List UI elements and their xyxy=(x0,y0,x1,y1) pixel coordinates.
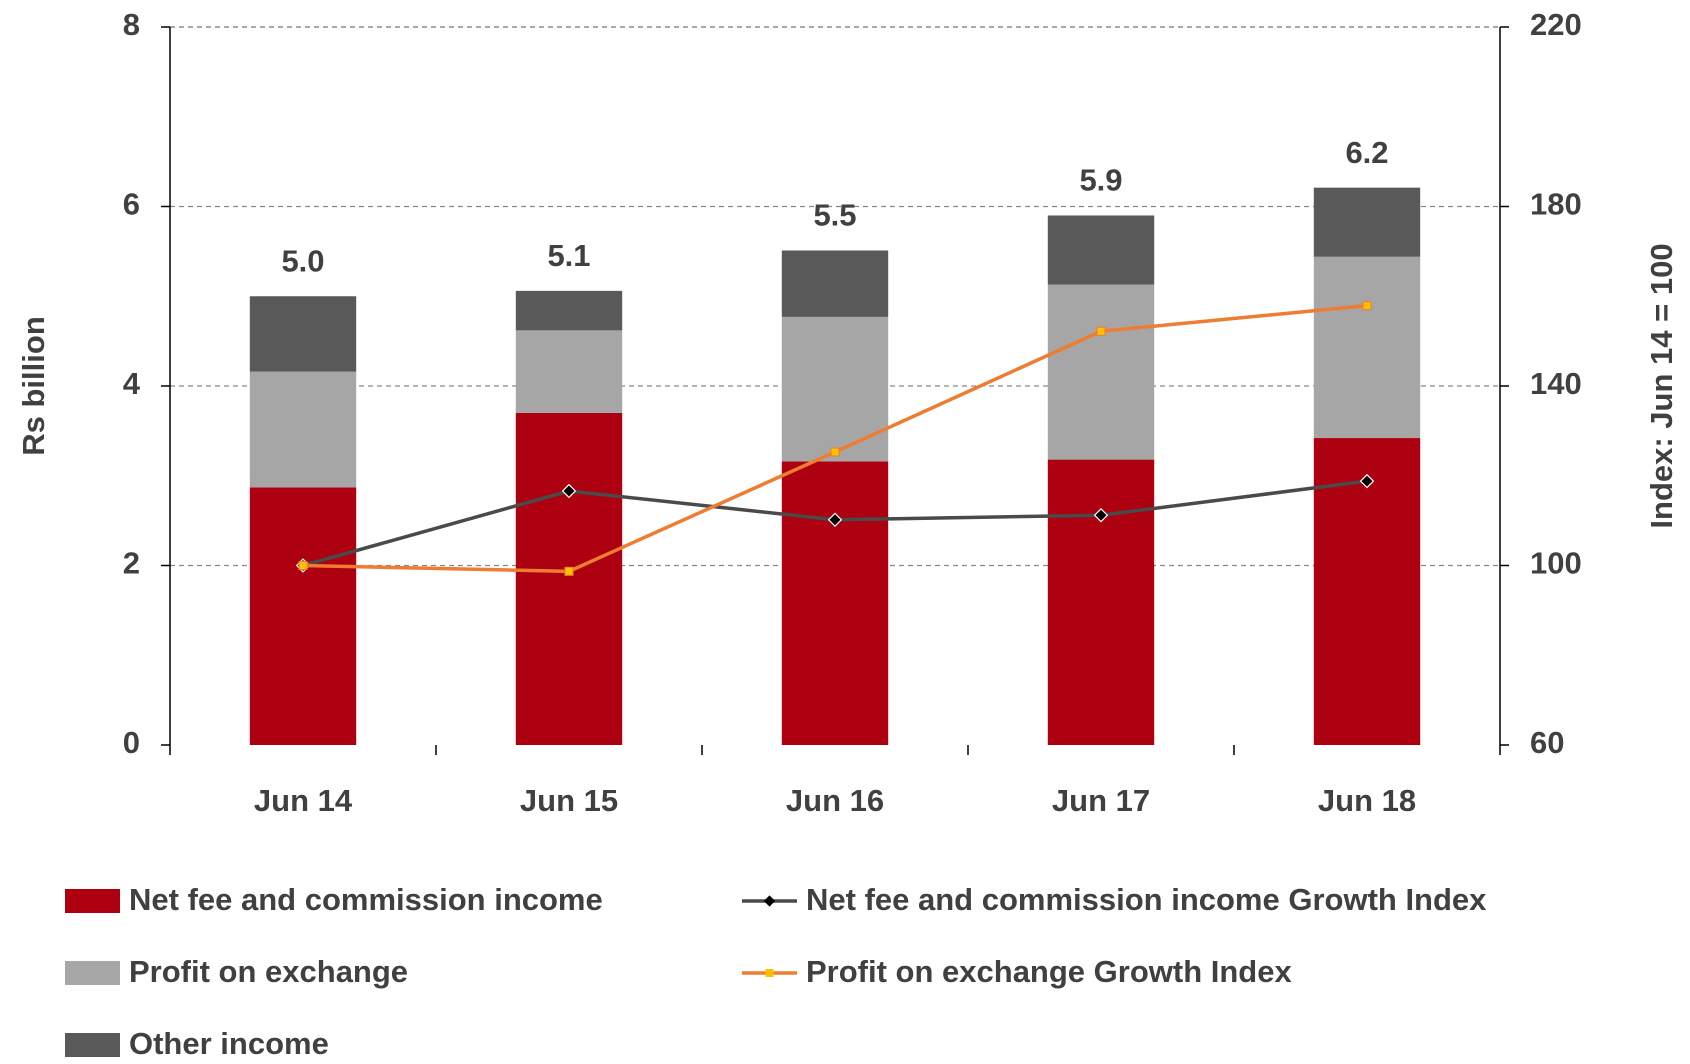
legend-label: Profit on exchange xyxy=(129,954,408,989)
bar-segment xyxy=(1047,459,1155,745)
legend-swatch xyxy=(65,961,120,985)
y-tick-label: 4 xyxy=(123,366,141,401)
legend-marker xyxy=(765,969,774,977)
y-tick-label: 0 xyxy=(123,725,140,760)
x-tick-label: Jun 15 xyxy=(520,783,618,818)
y2-tick-label: 220 xyxy=(1530,7,1582,42)
total-label: 5.1 xyxy=(547,238,590,273)
bar-segment xyxy=(1313,187,1421,257)
legend-label: Net fee and commission income xyxy=(129,882,603,917)
marker xyxy=(1096,326,1106,336)
total-label: 6.2 xyxy=(1345,135,1388,170)
y2-tick-label: 60 xyxy=(1530,725,1564,760)
bar-segment xyxy=(781,461,889,745)
bar-segment xyxy=(249,296,357,372)
marker xyxy=(561,483,577,499)
y-tick-label: 8 xyxy=(123,7,140,42)
bar-segment xyxy=(781,316,889,462)
marker xyxy=(827,512,843,527)
bar-segment xyxy=(1047,284,1155,460)
y2-tick-label: 180 xyxy=(1530,187,1582,222)
bar-segment xyxy=(1047,215,1155,285)
bar-segment xyxy=(249,371,357,488)
bar-segment xyxy=(1313,438,1421,745)
y2-tick-label: 100 xyxy=(1530,546,1582,581)
legend-label: Net fee and commission income Growth Ind… xyxy=(806,882,1487,917)
marker xyxy=(298,561,308,570)
bar-segment xyxy=(515,330,623,413)
legend-swatch xyxy=(65,1033,120,1057)
x-tick-label: Jun 14 xyxy=(254,783,353,818)
y2-axis-title: Index: Jun 14 = 100 xyxy=(1644,243,1679,528)
bar-segment xyxy=(249,487,357,745)
marker xyxy=(830,447,840,457)
marker xyxy=(1362,301,1372,311)
bar-segment xyxy=(1313,256,1421,439)
y2-tick-label: 140 xyxy=(1530,366,1582,401)
x-tick-label: Jun 18 xyxy=(1318,783,1416,818)
total-label: 5.5 xyxy=(813,198,856,233)
y-tick-label: 6 xyxy=(123,187,140,222)
legend-marker xyxy=(763,895,776,907)
bar-segment xyxy=(515,412,623,745)
legend-label: Other income xyxy=(129,1026,329,1061)
legend-swatch xyxy=(65,889,120,913)
x-tick-label: Jun 17 xyxy=(1052,783,1150,818)
marker xyxy=(1359,473,1375,489)
marker xyxy=(1093,508,1109,523)
x-tick-label: Jun 16 xyxy=(786,783,884,818)
legend-label: Profit on exchange Growth Index xyxy=(806,954,1292,989)
y-tick-label: 2 xyxy=(123,546,140,581)
bar-segment xyxy=(515,290,623,331)
marker xyxy=(564,566,574,576)
total-label: 5.0 xyxy=(281,243,324,278)
y-axis-title: Rs billion xyxy=(16,316,51,456)
bar-segment xyxy=(781,250,889,317)
total-label: 5.9 xyxy=(1079,163,1122,198)
